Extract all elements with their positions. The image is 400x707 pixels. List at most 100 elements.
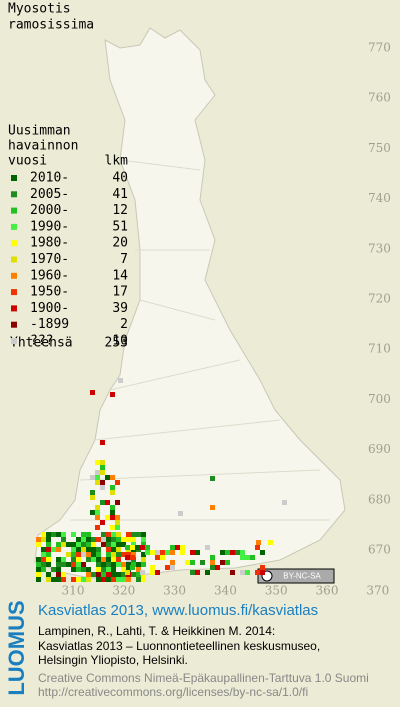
- footer-link[interactable]: Kasviatlas 2013, www.luomus.fi/kasviatla…: [38, 602, 318, 619]
- occurrence-square: [140, 545, 145, 550]
- occurrence-square: [116, 552, 121, 557]
- legend-label: ???: [30, 334, 53, 349]
- occurrence-square: [46, 562, 51, 567]
- occurrence-square: [110, 475, 115, 480]
- x-grid-label: 310: [62, 584, 85, 598]
- occurrence-square: [106, 577, 111, 582]
- occurrence-square: [71, 562, 76, 567]
- occurrence-square: [41, 537, 46, 542]
- occurrence-square: [160, 550, 165, 555]
- occurrence-square: [121, 542, 126, 547]
- occurrence-square: [111, 572, 116, 577]
- occurrence-square: [175, 545, 180, 550]
- legend-swatch: [11, 240, 17, 247]
- occurrence-square: [126, 532, 131, 537]
- occurrence-square: [115, 520, 120, 525]
- occurrence-square: [115, 480, 120, 485]
- citation: Helsingin Yliopisto, Helsinki.: [38, 653, 188, 667]
- region-lines: [70, 159, 330, 521]
- occurrence-square: [240, 570, 245, 575]
- occurrence-square: [56, 542, 61, 547]
- occurrence-square: [96, 567, 101, 572]
- occurrence-square: [61, 532, 66, 537]
- occurrence-square: [41, 547, 46, 552]
- occurrence-square: [96, 552, 101, 557]
- occurrence-square: [210, 565, 215, 570]
- occurrence-square: [170, 565, 175, 570]
- occurrence-square: [100, 480, 105, 485]
- legend-swatch: [11, 305, 17, 312]
- occurrence-square: [81, 532, 86, 537]
- legend-count: 2: [120, 317, 128, 332]
- occurrence-square: [110, 485, 115, 490]
- occurrence-square: [111, 557, 116, 562]
- occurrence-square: [81, 577, 86, 582]
- occurrence-square: [100, 465, 105, 470]
- occurrence-square: [110, 515, 115, 520]
- occurrence-square: [90, 495, 95, 500]
- legend-label: 2010-: [30, 171, 69, 186]
- occurrence-square: [220, 550, 225, 555]
- occurrence-square: [76, 557, 81, 562]
- occurrence-square: [125, 570, 130, 575]
- occurrence-square: [81, 547, 86, 552]
- occurrence-square: [111, 532, 116, 537]
- occurrence-square: [46, 557, 51, 562]
- occurrence-square: [131, 532, 136, 537]
- occurrence-square: [95, 475, 100, 480]
- occurrence-square: [41, 562, 46, 567]
- occurrence-square: [141, 537, 146, 542]
- occurrence-square: [110, 490, 115, 495]
- badge-text: BY-NC-SA: [283, 572, 321, 581]
- occurrence-square: [125, 555, 130, 560]
- occurrence-square: [91, 552, 96, 557]
- occurrence-square: [96, 577, 101, 582]
- occurrence-square: [56, 567, 61, 572]
- occurrence-square: [96, 547, 101, 552]
- occurrence-square: [110, 392, 115, 397]
- y-grid-label: 670: [368, 543, 391, 557]
- legend-count: 39: [112, 301, 128, 316]
- occurrence-square: [100, 520, 105, 525]
- x-grid-label: 370: [366, 584, 389, 598]
- occurrence-square: [46, 547, 51, 552]
- occurrence-square: [71, 567, 76, 572]
- occurrence-square: [81, 552, 86, 557]
- occurrence-square: [90, 475, 95, 480]
- occurrence-square: [36, 577, 41, 582]
- occurrence-square: [95, 525, 100, 530]
- occurrence-square: [76, 542, 81, 547]
- occurrence-square: [210, 476, 215, 481]
- occurrence-square: [61, 537, 66, 542]
- occurrence-square: [101, 562, 106, 567]
- x-grid-label: 320: [112, 584, 135, 598]
- occurrence-square: [131, 537, 136, 542]
- occurrence-square: [86, 537, 91, 542]
- occurrence-square: [110, 505, 115, 510]
- legend-label: 1900-: [30, 301, 69, 316]
- occurrence-square: [170, 545, 175, 550]
- occurrence-square: [71, 532, 76, 537]
- legend-count: 20: [112, 236, 128, 251]
- occurrence-square: [210, 505, 215, 510]
- x-grid-label: 360: [316, 584, 339, 598]
- brand: LUOMUS: [4, 600, 29, 695]
- occurrence-square: [71, 547, 76, 552]
- occurrence-square: [131, 562, 136, 567]
- occurrence-square: [195, 550, 200, 555]
- occurrence-square: [46, 572, 51, 577]
- occurrence-square: [46, 532, 51, 537]
- y-grid-label: 680: [368, 492, 391, 506]
- occurrence-square: [51, 547, 56, 552]
- occurrence-square: [76, 562, 81, 567]
- occurrence-square: [126, 537, 131, 542]
- occurrence-square: [136, 562, 141, 567]
- x-grid-label: 350: [265, 584, 288, 598]
- occurrence-square: [126, 567, 131, 572]
- occurrence-square: [41, 532, 46, 537]
- occurrence-square: [111, 537, 116, 542]
- legend-count: 10: [112, 334, 128, 349]
- occurrence-square: [95, 470, 100, 475]
- occurrence-square: [155, 550, 160, 555]
- occurrence-square: [255, 545, 260, 550]
